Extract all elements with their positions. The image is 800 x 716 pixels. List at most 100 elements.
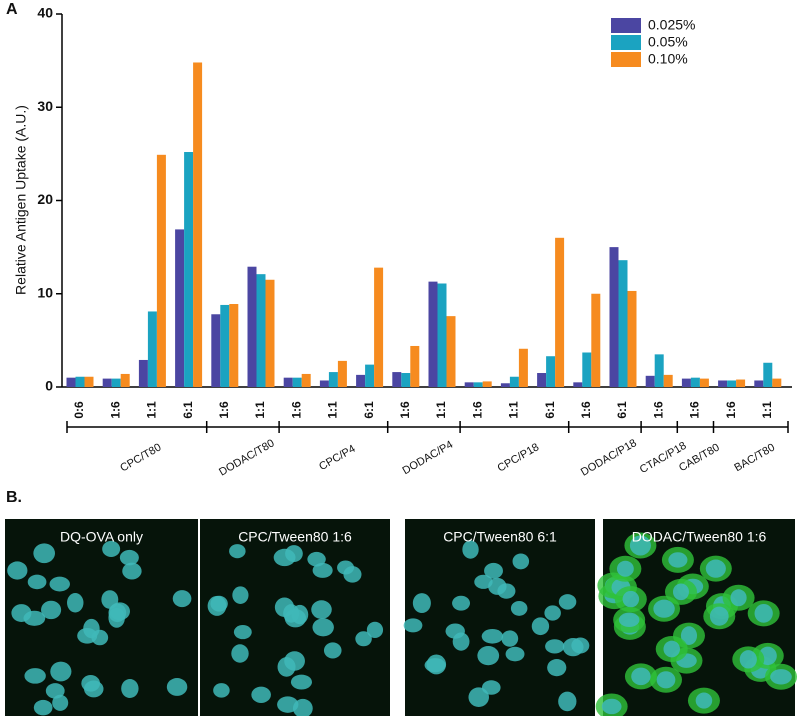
cell-nucleus: [33, 699, 53, 716]
cell-nucleus: [102, 540, 121, 558]
cell-nucleus: [571, 637, 590, 654]
cell-nucleus: [355, 631, 372, 647]
bar: [537, 373, 547, 387]
bar: [211, 314, 221, 387]
x-tick-label: 6:1: [543, 401, 557, 419]
x-tick-label: 0:6: [72, 401, 86, 419]
x-tick-label: 6:1: [615, 401, 629, 419]
cell-nucleus: [484, 562, 503, 579]
legend-swatch: [611, 18, 641, 33]
bar: [75, 376, 85, 387]
x-tick-label: 1:6: [398, 401, 412, 419]
bar: [654, 354, 664, 387]
bar: [754, 380, 764, 387]
bar: [147, 311, 157, 387]
cell-nucleus: [121, 678, 139, 698]
cell-nucleus: [754, 603, 773, 623]
bar: [473, 382, 483, 387]
cell-nucleus: [426, 654, 447, 675]
cell-nucleus: [49, 576, 70, 592]
cell-nucleus: [695, 692, 713, 709]
cell-nucleus: [403, 618, 423, 633]
cell-nucleus: [41, 600, 62, 620]
cell-nucleus: [739, 650, 757, 669]
bar: [328, 372, 338, 387]
group-label: CPC/P18: [495, 441, 541, 474]
bar: [500, 383, 510, 387]
y-axis-label: Relative Antigen Uptake (A.U.): [13, 105, 29, 295]
bar: [573, 382, 583, 387]
bar: [220, 304, 230, 387]
bar: [763, 362, 773, 387]
panel-label: B.: [6, 489, 22, 506]
cell-nucleus: [616, 560, 634, 577]
bar: [111, 378, 121, 387]
bar: [283, 377, 293, 387]
cell-nucleus: [292, 698, 313, 716]
cell-nucleus: [290, 674, 312, 690]
cell-nucleus: [229, 544, 246, 559]
cell-nucleus: [601, 698, 622, 715]
x-tick-label: 1:6: [217, 401, 231, 419]
x-tick-label: 1:6: [688, 401, 702, 419]
x-tick-label: 1:1: [507, 401, 521, 419]
x-tick-label: 1:6: [579, 401, 593, 419]
cell-nucleus: [474, 574, 493, 589]
y-tick-label: 30: [37, 98, 53, 114]
group-label: BAC/T80: [732, 442, 777, 475]
cell-nucleus: [656, 671, 676, 689]
x-tick-label: 1:6: [651, 401, 665, 419]
bar: [247, 266, 257, 387]
bar: [301, 373, 311, 387]
bar: [718, 380, 728, 387]
cell-nucleus: [412, 593, 431, 613]
y-tick-label: 40: [37, 5, 53, 21]
bar: [437, 283, 447, 387]
bar: [319, 380, 329, 387]
x-tick-label: 1:1: [326, 401, 340, 419]
group-label: CPC/P4: [317, 443, 357, 473]
group-label: DODAC/P18: [579, 437, 639, 479]
bar: [645, 375, 655, 387]
bar: [401, 373, 411, 387]
bar: [138, 359, 148, 387]
x-tick-label: 1:6: [289, 401, 303, 419]
cell-nucleus: [705, 559, 726, 578]
bar: [374, 267, 384, 387]
bar: [120, 373, 130, 387]
cell-nucleus: [730, 589, 747, 607]
cell-nucleus: [122, 562, 142, 580]
group-label: DODAC/P4: [400, 439, 455, 478]
bar: [392, 372, 402, 387]
bar: [193, 62, 203, 388]
group-label: DODAC/T80: [217, 437, 276, 478]
bar: [66, 377, 76, 387]
group-label: CPC/T80: [118, 441, 163, 474]
cell-nucleus: [668, 552, 688, 568]
image-caption: DODAC/Tween80 1:6: [632, 529, 767, 545]
micrograph: DODAC/Tween80 1:6: [595, 519, 798, 716]
cell-nucleus: [45, 683, 65, 699]
cell-nucleus: [50, 661, 72, 682]
bar: [256, 274, 266, 387]
bar: [229, 304, 239, 387]
bar: [663, 374, 673, 387]
cell-nucleus: [27, 574, 47, 590]
bar: [265, 279, 275, 387]
cell-nucleus: [311, 600, 332, 619]
cell-nucleus: [119, 549, 139, 566]
cell-nucleus: [622, 590, 640, 608]
cell-nucleus: [512, 553, 530, 570]
bar: [609, 247, 619, 387]
x-tick-label: 1:1: [145, 401, 159, 419]
bar: [555, 237, 565, 387]
cell-nucleus: [558, 594, 577, 610]
cell-nucleus: [343, 566, 362, 583]
bar: [356, 374, 366, 387]
cell-nucleus: [52, 694, 69, 711]
cell-nucleus: [547, 659, 567, 677]
bar: [184, 152, 194, 387]
cell-nucleus: [558, 691, 577, 712]
cell-nucleus: [545, 639, 565, 654]
